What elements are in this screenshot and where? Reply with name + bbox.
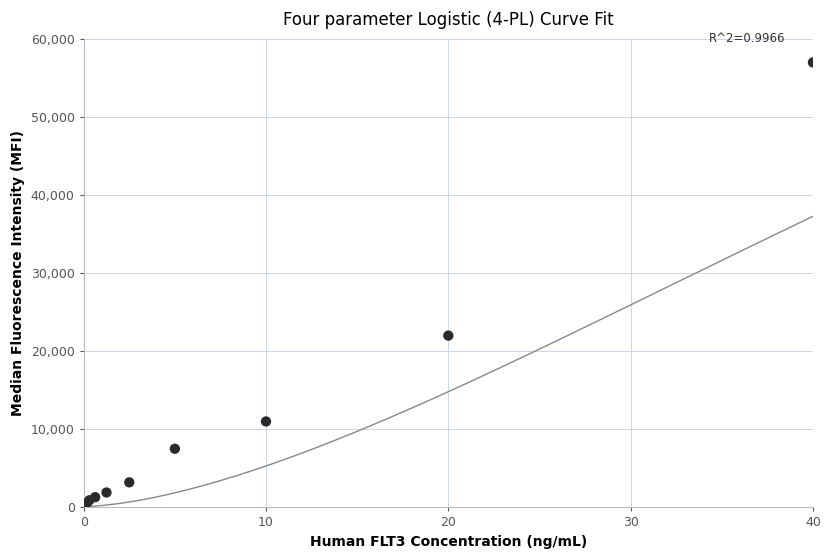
X-axis label: Human FLT3 Concentration (ng/mL): Human FLT3 Concentration (ng/mL) — [310, 535, 587, 549]
Title: Four parameter Logistic (4-PL) Curve Fit: Four parameter Logistic (4-PL) Curve Fit — [283, 11, 614, 29]
Text: R^2=0.9966: R^2=0.9966 — [709, 32, 785, 45]
Point — [122, 478, 136, 487]
Point — [100, 488, 113, 497]
Point — [260, 417, 273, 426]
Y-axis label: Median Fluorescence Intensity (MFI): Median Fluorescence Intensity (MFI) — [11, 130, 25, 416]
Point — [806, 58, 820, 67]
Point — [82, 496, 96, 505]
Point — [168, 444, 181, 453]
Point — [442, 331, 455, 340]
Point — [88, 493, 102, 502]
Point — [80, 499, 93, 508]
